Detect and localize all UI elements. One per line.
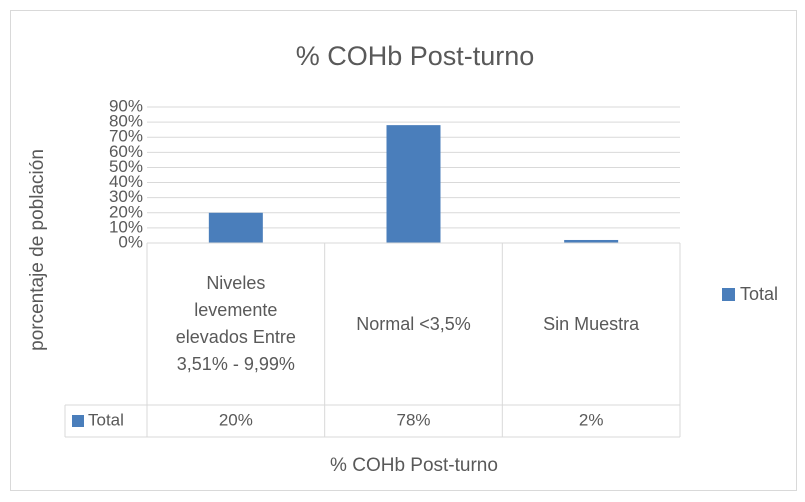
y-tick-label: 70%	[109, 127, 143, 146]
chart-border	[10, 10, 797, 491]
x-tick-label: Niveles levemente elevados Entre 3,51% -…	[175, 273, 296, 374]
table-series-label: Total	[88, 410, 124, 429]
legend-label: Total	[740, 284, 778, 304]
bar	[208, 212, 263, 243]
x-axis-title: % COHb Post-turno	[330, 455, 498, 476]
y-tick-label: 40%	[109, 172, 143, 191]
y-tick-label: 90%	[109, 96, 143, 115]
y-tick-label: 50%	[109, 157, 143, 176]
legend-key	[72, 415, 84, 427]
bar	[564, 239, 619, 243]
y-tick-label: 20%	[109, 202, 143, 221]
chart-title: % COHb Post-turno	[296, 41, 535, 71]
y-tick-label: 30%	[109, 187, 143, 206]
data-label: 20%	[219, 410, 253, 429]
y-tick-label: 10%	[109, 217, 143, 236]
legend-key	[722, 288, 735, 301]
y-tick-label: 80%	[109, 112, 143, 131]
y-tick-label: 0%	[118, 232, 143, 251]
bar	[386, 125, 441, 243]
x-tick-label: Sin Muestra	[543, 313, 640, 334]
y-axis-title: porcentaje de población	[27, 149, 48, 351]
y-tick-label: 60%	[109, 142, 143, 161]
data-label: 2%	[579, 410, 604, 429]
x-tick-label: Normal <3,5%	[356, 313, 471, 334]
data-label: 78%	[396, 410, 430, 429]
